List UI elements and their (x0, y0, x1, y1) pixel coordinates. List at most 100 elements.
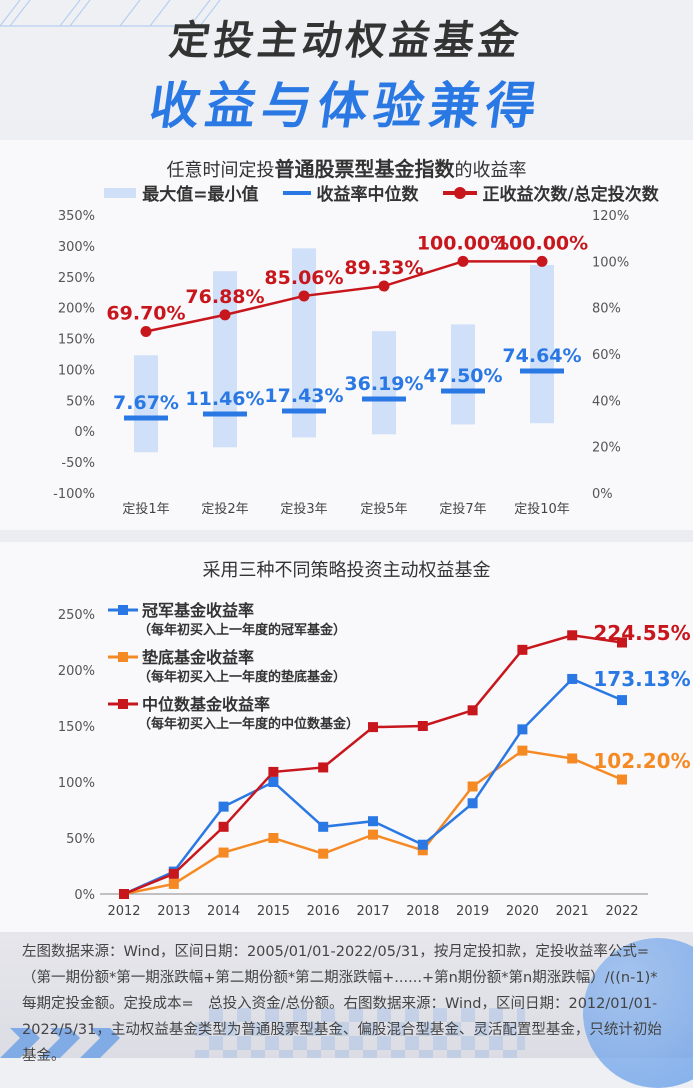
series-marker (517, 724, 528, 735)
x-axis-category: 定投7年 (439, 501, 486, 517)
range-bar (372, 331, 396, 435)
legend-label: 冠军基金收益率 (142, 601, 254, 620)
series-marker (567, 630, 578, 641)
right-axis-tick: 0% (592, 487, 613, 502)
left-axis-tick: 0% (74, 425, 95, 440)
x-axis-category: 定投5年 (360, 501, 407, 517)
decorative-stripes (0, 0, 221, 27)
y-axis-tick: 200% (58, 664, 95, 679)
series-marker (467, 781, 478, 792)
left-axis-tick: 100% (58, 363, 95, 378)
positive-ratio-dot (536, 255, 548, 267)
footer-notes: 左图数据来源：Wind，区间日期：2005/01/01-2022/05/31，按… (0, 932, 693, 1088)
range-bar (213, 271, 237, 448)
legend-item-positive-ratio: 正收益次数/总定投次数 (442, 180, 659, 205)
y-axis-tick: 0% (74, 888, 95, 903)
right-axis-tick: 40% (592, 394, 621, 409)
median-label: 11.46% (185, 388, 264, 410)
median-label: 36.19% (344, 373, 423, 395)
chart1-panel: 任意时间定投普通股票型基金指数的收益率 最大值=最小值 收益率中位数 正收益次数… (0, 140, 693, 530)
x-axis-category: 定投10年 (514, 501, 570, 517)
positive-ratio-label: 100.00% (496, 232, 588, 254)
x-axis-year: 2019 (456, 904, 489, 919)
series-marker (368, 829, 378, 840)
series-marker (168, 868, 179, 879)
range-bar (134, 355, 158, 453)
chart2-title: 采用三种不同策略投资主动权益基金 (202, 560, 491, 581)
positive-ratio-dot (457, 255, 469, 267)
y-axis-tick: 150% (58, 720, 95, 735)
y-axis-tick: 100% (58, 776, 95, 791)
x-axis-category: 定投1年 (122, 501, 169, 517)
median-label: 47.50% (423, 365, 502, 387)
series-marker (467, 705, 478, 716)
left-axis-tick: 200% (58, 302, 95, 317)
left-axis-tick: -50% (61, 456, 95, 471)
legend-note: （每年初买入上一年度的冠军基金） (138, 622, 346, 638)
median-marker (520, 368, 564, 374)
range-bar (292, 248, 316, 438)
median-label: 74.64% (502, 345, 581, 367)
legend-label-positive-ratio: 正收益次数/总定投次数 (482, 185, 659, 205)
series-marker (617, 774, 627, 785)
x-axis-year: 2015 (257, 904, 290, 919)
series-marker (318, 821, 329, 832)
headline-title: 定投主动权益基金 (166, 18, 526, 64)
series-marker (617, 637, 627, 648)
range-bar (530, 265, 554, 424)
bar-swatch-icon (104, 187, 137, 198)
right-axis-tick: 80% (592, 302, 621, 317)
series-marker (617, 695, 627, 706)
series-marker (318, 762, 329, 773)
chart1-title-prefix: 任意时间定投 (166, 160, 275, 181)
positive-ratio-dot (219, 309, 231, 321)
positive-ratio-label: 76.88% (185, 286, 264, 308)
series-marker (318, 848, 329, 859)
left-axis-tick: 350% (58, 209, 95, 224)
chart1-legend: 最大值=最小值 收益率中位数 正收益次数/总定投次数 (70, 180, 693, 205)
chart2-panel: 采用三种不同策略投资主动权益基金 250% 200% 150% 100% 50% 0% 20… (0, 542, 693, 932)
headline-subtitle: 收益与体验兼得 (145, 77, 547, 135)
y-axis-tick: 50% (66, 832, 95, 847)
chart1-title-suffix: 的收益率 (454, 160, 527, 181)
legend-label-median: 收益率中位数 (316, 185, 419, 205)
positive-ratio-dot (140, 326, 152, 338)
positive-ratio-label: 89.33% (344, 257, 423, 279)
x-axis-year: 2020 (506, 904, 539, 919)
x-axis-year: 2021 (556, 904, 589, 919)
chart1-title: 任意时间定投普通股票型基金指数的收益率 (0, 153, 693, 182)
right-axis-tick: 100% (592, 255, 629, 270)
footer-source-text: 左图数据来源：Wind，区间日期：2005/01/01-2022/05/31，按… (22, 944, 662, 1064)
median-marker (282, 408, 326, 414)
positive-ratio-line (145, 260, 542, 333)
series-marker (417, 721, 428, 731)
median-label: 17.43% (264, 385, 343, 407)
series-marker (467, 798, 478, 809)
series-marker (268, 833, 279, 843)
legend-note: （每年初买入上一年度的垫底基金） (138, 669, 346, 685)
right-axis-tick: 120% (592, 209, 629, 224)
legend-label: 垫底基金收益率 (142, 648, 254, 667)
y-axis-tick: 250% (58, 608, 95, 623)
legend-label-range: 最大值=最小值 (142, 185, 259, 205)
legend-label: 中位数基金收益率 (142, 695, 270, 714)
x-axis-category: 定投3年 (280, 501, 327, 517)
dot-line-swatch-icon (442, 186, 477, 199)
positive-ratio-dot (298, 290, 310, 302)
legend-marker-icon (118, 699, 128, 709)
series-marker (517, 644, 528, 655)
series-marker (567, 673, 578, 684)
x-axis-year: 2018 (406, 904, 439, 919)
x-axis-year: 2012 (107, 904, 140, 919)
positive-ratio-label: 100.00% (417, 232, 509, 254)
x-axis-year: 2017 (356, 904, 389, 919)
left-axis-tick: 150% (58, 333, 95, 348)
series-marker (218, 801, 229, 812)
left-axis-tick: -100% (53, 487, 95, 502)
chart1-title-bold: 普通股票型基金指数 (274, 157, 455, 181)
median-marker (124, 415, 168, 421)
chart1-plot: 350% 300% 250% 200% 150% 100% 50% 0% -50% -100% 12… (53, 209, 629, 517)
series-marker (368, 816, 378, 827)
right-axis-tick: 60% (592, 348, 621, 363)
series-marker (417, 845, 428, 856)
